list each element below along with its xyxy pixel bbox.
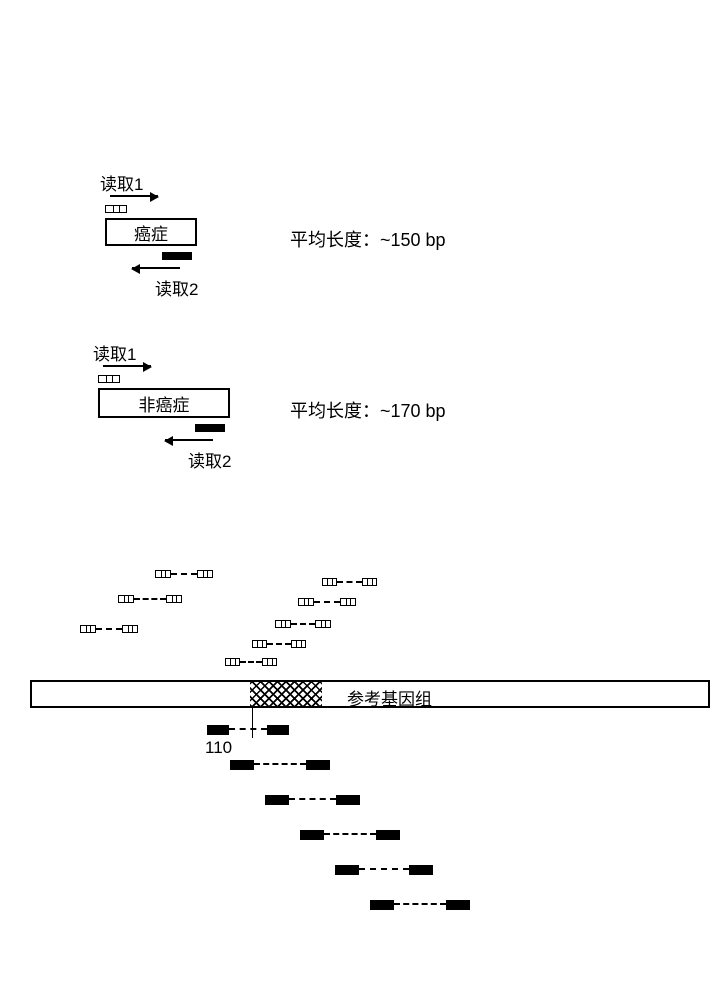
cancer-read2-seg	[162, 252, 192, 260]
cancer-read1-seg	[105, 205, 127, 213]
cancer-read2-arrow	[132, 267, 180, 269]
short-read-pair	[275, 620, 331, 628]
cancer-read1-arrow	[110, 195, 158, 197]
reference-genome-label: 参考基因组	[347, 685, 432, 710]
cancer-read1-label: 读取1	[100, 170, 143, 195]
short-read-pair	[118, 595, 182, 603]
long-read-pair	[370, 900, 470, 908]
short-read-pair	[80, 625, 138, 633]
noncancer-read1-arrow	[103, 365, 151, 367]
genome-anomaly-region	[250, 682, 322, 706]
short-read-pair	[155, 570, 213, 578]
noncancer-read2-seg	[195, 424, 225, 432]
ref-110-label: 110	[205, 738, 232, 758]
noncancer-read1-seg	[98, 375, 120, 383]
ref-110-leader	[252, 707, 253, 738]
long-read-pair	[335, 865, 433, 873]
cancer-box-label: 癌症	[134, 220, 168, 245]
long-read-pair	[207, 725, 289, 733]
noncancer-box: 非癌症	[98, 388, 230, 418]
long-read-pair	[300, 830, 400, 838]
cancer-read2-label: 读取2	[155, 275, 198, 300]
noncancer-read2-label: 读取2	[188, 447, 231, 472]
short-read-pair	[298, 598, 356, 606]
cancer-avg-label: 平均长度：~150 bp	[290, 226, 446, 252]
short-read-pair	[225, 658, 277, 666]
short-read-pair	[252, 640, 306, 648]
long-read-pair	[265, 795, 360, 803]
noncancer-read1-label: 读取1	[93, 340, 136, 365]
noncancer-avg-label: 平均长度：~170 bp	[290, 397, 446, 423]
reference-genome-bar: 参考基因组	[30, 680, 710, 708]
noncancer-read2-arrow	[165, 439, 213, 441]
short-read-pair	[322, 578, 377, 586]
long-read-pair	[230, 760, 330, 768]
cancer-box: 癌症	[105, 218, 197, 246]
noncancer-box-label: 非癌症	[139, 391, 190, 416]
